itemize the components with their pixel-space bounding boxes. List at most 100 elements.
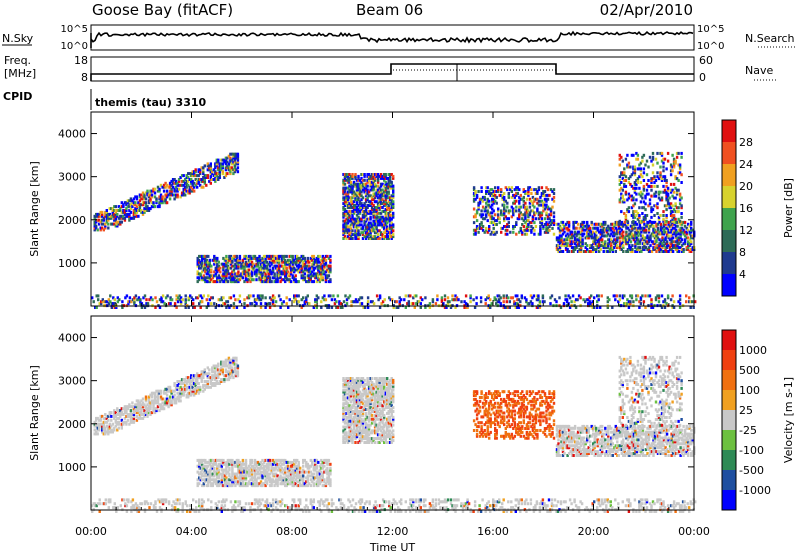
echo-cell (164, 401, 167, 405)
echo-cell (110, 222, 113, 226)
nsearch-label: N.Search (745, 32, 795, 45)
echo-cell (209, 166, 212, 170)
echo-cell (155, 201, 158, 205)
echo-cell (259, 302, 263, 306)
echo-cell (472, 215, 476, 219)
echo-cell (128, 405, 131, 409)
echo-cell (375, 229, 378, 233)
echo-cell (358, 211, 362, 215)
echo-cell (552, 195, 556, 199)
echo-cell (314, 276, 317, 280)
echo-cell (329, 254, 332, 258)
echo-cell (213, 302, 216, 306)
echo-cell (543, 203, 547, 207)
echo-cell (165, 183, 169, 187)
echo-cell (670, 240, 673, 244)
echo-cell (528, 186, 532, 190)
echo-cell (293, 270, 296, 274)
echo-cell (256, 256, 260, 260)
echo-cell (280, 272, 284, 276)
echo-cell (232, 256, 236, 260)
echo-cell (343, 176, 347, 180)
echo-cell (207, 264, 210, 268)
echo-cell (358, 186, 362, 190)
echo-cell (241, 260, 245, 264)
echo-cell (537, 296, 540, 300)
echo-cell (205, 268, 208, 272)
echo-cell (607, 238, 610, 242)
echo-cell (268, 264, 272, 268)
echo-cell (635, 230, 639, 234)
echo-cell (634, 236, 637, 240)
echo-cell (530, 192, 533, 195)
echo-cell (273, 274, 276, 278)
echo-cell (376, 204, 380, 207)
echo-cell (354, 221, 357, 225)
echo-cell (451, 294, 454, 298)
echo-cell (530, 199, 533, 203)
echo-cell (216, 270, 219, 274)
echo-cell (233, 164, 237, 168)
echo-cell (238, 278, 242, 282)
echo-cell (386, 192, 389, 196)
echo-cell (536, 207, 539, 211)
echo-cell (297, 264, 300, 268)
echo-cell (473, 306, 477, 309)
echo-cell (140, 409, 143, 413)
echo-cell (378, 190, 381, 194)
echo-cell (370, 237, 374, 240)
echo-cell (198, 472, 201, 476)
echo-cell (530, 209, 533, 213)
echo-cell (620, 248, 623, 251)
echo-cell (206, 383, 209, 387)
echo-cell (375, 227, 378, 231)
echo-cell (207, 262, 210, 266)
echo-cell (642, 184, 646, 188)
echo-cell (327, 280, 331, 284)
echo-cell (104, 300, 107, 304)
echo-cell (164, 397, 167, 401)
echo-cell (100, 302, 103, 306)
echo-cell (141, 195, 145, 199)
echo-cell (146, 414, 149, 418)
echo-cell (656, 246, 660, 250)
echo-cell (294, 294, 297, 298)
echo-cell (205, 470, 208, 474)
echo-cell (367, 233, 371, 237)
echo-cell (381, 188, 384, 192)
echo-cell (120, 220, 123, 224)
echo-cell (481, 228, 485, 232)
echo-cell (209, 162, 212, 166)
echo-cell (527, 192, 530, 195)
echo-cell (346, 211, 350, 215)
echo-cell (545, 205, 548, 209)
echo-cell (132, 420, 136, 424)
echo-cell (167, 185, 170, 189)
echo-cell (639, 302, 643, 306)
echo-cell (573, 238, 577, 242)
echo-cell (566, 242, 569, 246)
echo-cell (383, 174, 386, 178)
echo-cell (387, 173, 390, 176)
echo-cell (601, 240, 604, 244)
echo-cell (503, 199, 506, 203)
echo-cell (360, 198, 363, 202)
echo-cell (345, 178, 348, 182)
echo-cell (352, 184, 356, 188)
echo-cell (457, 298, 460, 302)
echo-cell (665, 242, 669, 246)
echo-cell (221, 172, 224, 176)
echo-cell (539, 230, 542, 234)
echo-cell (226, 280, 230, 284)
echo-cell (381, 174, 384, 178)
echo-cell (673, 232, 676, 236)
echo-cell (208, 276, 211, 280)
echo-cell (567, 234, 571, 238)
echo-cell (357, 237, 360, 240)
echo-cell (504, 199, 507, 203)
echo-cell (141, 413, 145, 416)
echo-cell (389, 174, 392, 178)
echo-cell (510, 296, 513, 300)
echo-cell (167, 399, 170, 403)
echo-cell (379, 206, 383, 209)
